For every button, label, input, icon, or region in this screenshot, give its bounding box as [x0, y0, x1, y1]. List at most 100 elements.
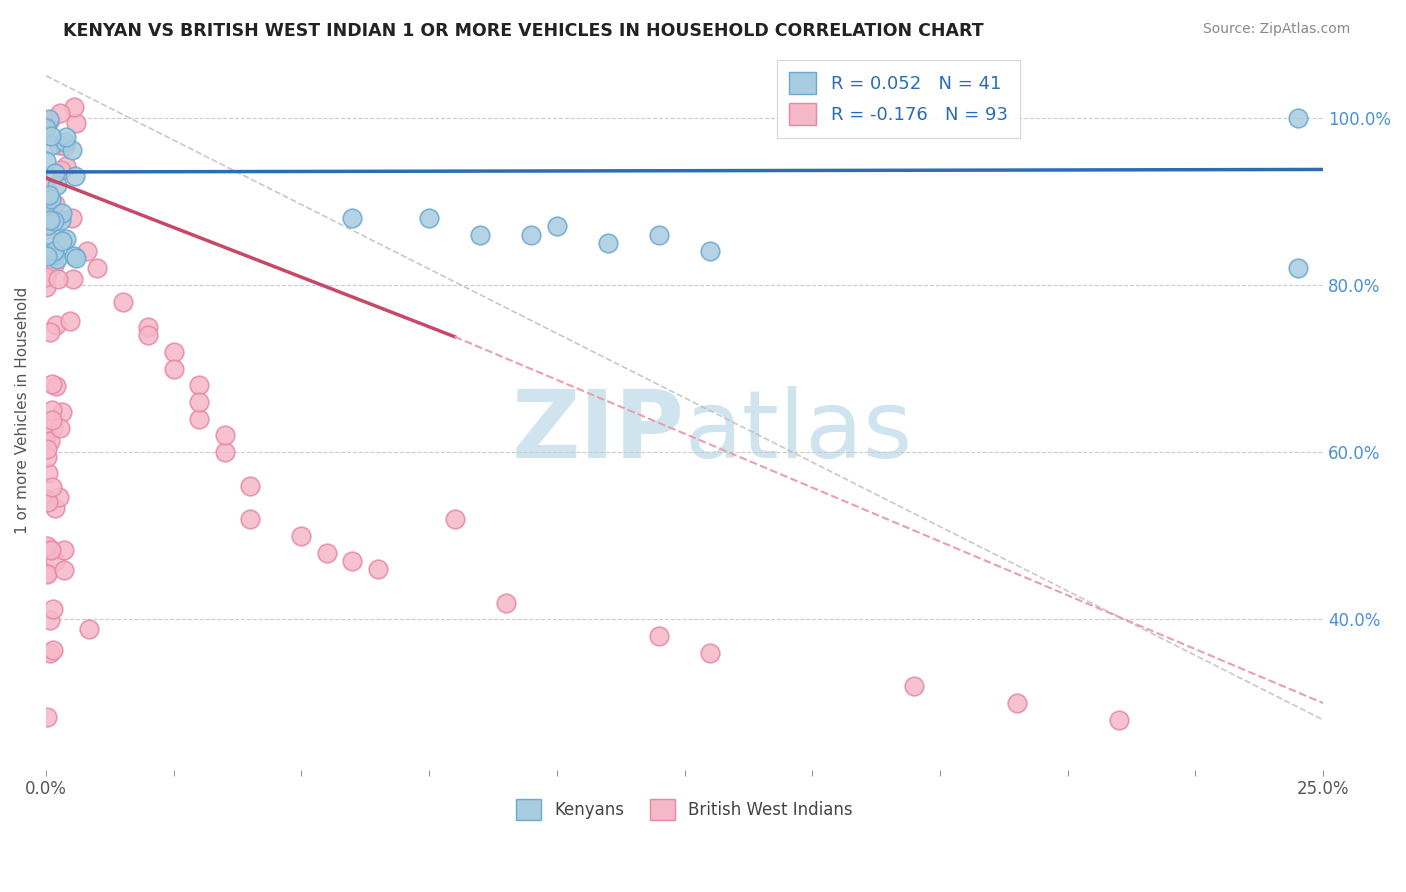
Point — [188, 378, 211, 392]
Point — [51, 405, 73, 419]
Point — [699, 244, 721, 259]
Point — [35, 442, 58, 457]
Point — [188, 411, 211, 425]
Point — [41, 377, 63, 392]
Point — [35, 202, 58, 216]
Point — [290, 529, 312, 543]
Point — [111, 294, 134, 309]
Point — [136, 319, 159, 334]
Point — [35, 119, 58, 133]
Point — [342, 211, 364, 225]
Point — [37, 566, 59, 580]
Point — [520, 227, 543, 242]
Point — [44, 554, 66, 568]
Point — [316, 545, 339, 559]
Point — [39, 646, 62, 660]
Point — [49, 105, 72, 120]
Point — [42, 246, 65, 260]
Point — [46, 272, 69, 286]
Point — [60, 143, 83, 157]
Point — [38, 542, 60, 557]
Point — [35, 566, 58, 581]
Point — [48, 137, 70, 152]
Point — [42, 602, 65, 616]
Point — [239, 478, 262, 492]
Point — [35, 153, 58, 168]
Point — [52, 563, 75, 577]
Point — [86, 261, 108, 276]
Point — [495, 596, 517, 610]
Point — [45, 178, 67, 193]
Point — [214, 445, 236, 459]
Point — [39, 213, 62, 227]
Point — [37, 466, 59, 480]
Y-axis label: 1 or more Vehicles in Household: 1 or more Vehicles in Household — [15, 286, 30, 534]
Point — [51, 212, 73, 227]
Point — [55, 129, 77, 144]
Point — [546, 219, 568, 234]
Point — [38, 112, 60, 126]
Point — [367, 562, 389, 576]
Point — [699, 646, 721, 660]
Point — [37, 710, 59, 724]
Point — [38, 326, 60, 340]
Point — [596, 235, 619, 250]
Point — [62, 272, 84, 286]
Point — [648, 629, 671, 643]
Point — [35, 491, 58, 506]
Text: Source: ZipAtlas.com: Source: ZipAtlas.com — [1202, 22, 1350, 37]
Point — [39, 112, 62, 127]
Point — [51, 205, 73, 219]
Point — [44, 500, 66, 515]
Point — [39, 192, 62, 206]
Point — [188, 395, 211, 409]
Point — [46, 252, 69, 266]
Point — [342, 554, 364, 568]
Point — [37, 219, 59, 233]
Point — [35, 121, 58, 136]
Point — [63, 169, 86, 183]
Point — [42, 214, 65, 228]
Point — [76, 244, 98, 259]
Point — [136, 328, 159, 343]
Point — [39, 212, 62, 227]
Point — [48, 490, 70, 504]
Text: atlas: atlas — [685, 386, 912, 478]
Point — [648, 227, 671, 242]
Point — [41, 402, 63, 417]
Point — [37, 193, 59, 207]
Point — [41, 542, 63, 557]
Point — [38, 212, 60, 227]
Point — [35, 539, 58, 553]
Point — [239, 512, 262, 526]
Point — [55, 135, 77, 149]
Point — [1005, 696, 1028, 710]
Point — [42, 259, 65, 273]
Text: ZIP: ZIP — [512, 386, 685, 478]
Point — [35, 182, 58, 196]
Point — [39, 128, 62, 143]
Point — [65, 115, 87, 129]
Point — [35, 249, 58, 263]
Point — [1286, 261, 1309, 276]
Point — [45, 318, 67, 333]
Point — [59, 314, 82, 328]
Point — [60, 211, 83, 225]
Point — [42, 421, 65, 435]
Point — [37, 495, 59, 509]
Point — [35, 428, 58, 442]
Point — [44, 166, 66, 180]
Point — [42, 213, 65, 227]
Point — [41, 137, 63, 152]
Point — [41, 229, 63, 244]
Point — [44, 379, 66, 393]
Point — [55, 231, 77, 245]
Point — [55, 159, 77, 173]
Point — [41, 643, 63, 657]
Point — [443, 512, 465, 526]
Point — [63, 100, 86, 114]
Point — [77, 622, 100, 636]
Point — [41, 480, 63, 494]
Point — [35, 222, 58, 236]
Point — [65, 252, 87, 266]
